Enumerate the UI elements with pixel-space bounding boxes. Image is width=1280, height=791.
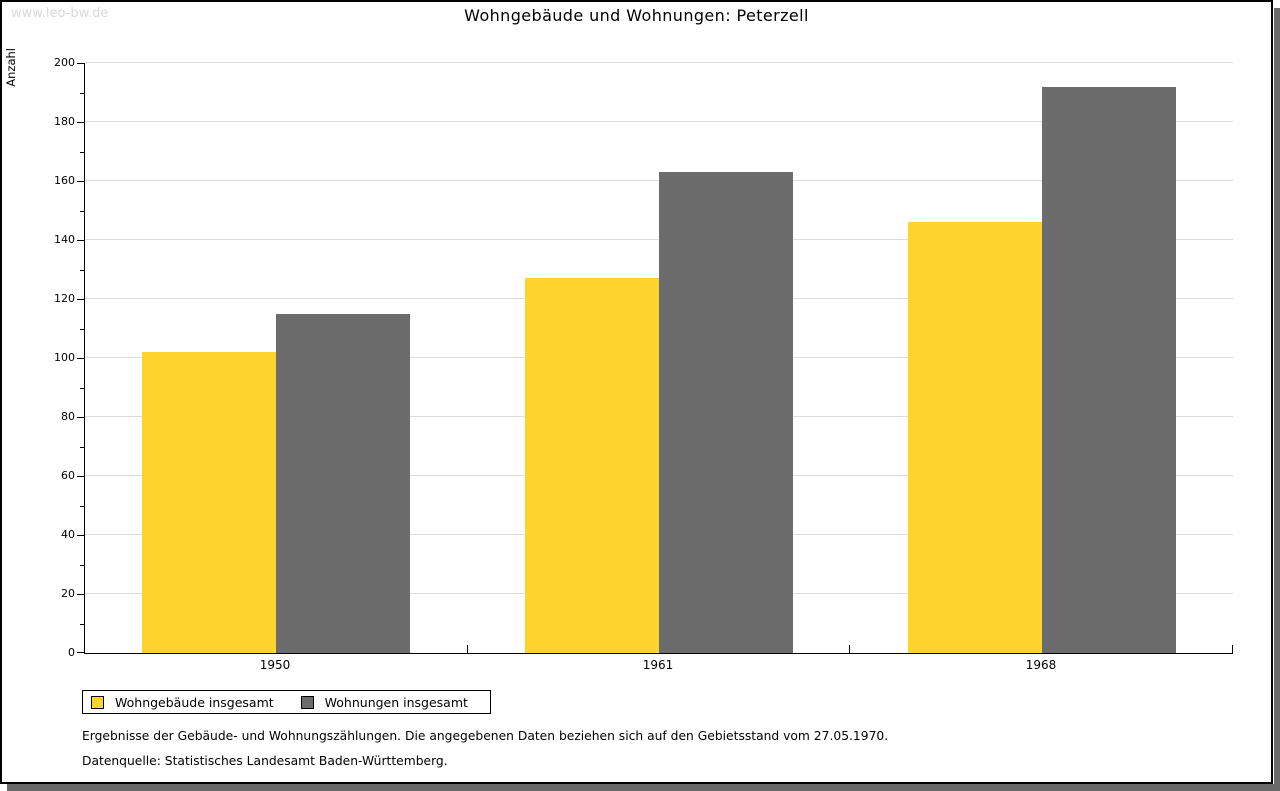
x-axis-label-1961: 1961: [642, 658, 674, 672]
x-boundary-tick-2: [849, 645, 850, 653]
y-tick-0: [77, 652, 84, 653]
y-minor-tick-10: [80, 623, 84, 625]
y-tick-80: [77, 417, 84, 418]
legend-label-wohngeb-ude-insgesamt: Wohngebäude insgesamt: [115, 694, 274, 710]
y-tick-label-80: 80: [61, 410, 75, 423]
y-tick-label-100: 100: [54, 351, 75, 364]
x-boundary-tick-1: [467, 645, 468, 653]
y-tick-160: [77, 181, 84, 182]
watermark: www.leo-bw.de: [11, 6, 109, 21]
y-minor-tick-190: [80, 92, 84, 94]
y-minor-tick-130: [80, 269, 84, 271]
bar-wohnungen-insgesamt-1961: [659, 172, 793, 653]
x-axis-label-1950: 1950: [259, 658, 291, 672]
y-tick-label-160: 160: [54, 174, 75, 187]
y-tick-label-140: 140: [54, 233, 75, 246]
y-minor-tick-50: [80, 505, 84, 507]
y-tick-180: [77, 122, 84, 123]
y-tick-100: [77, 358, 84, 359]
y-tick-140: [77, 240, 84, 241]
drop-shadow-right: [1274, 8, 1280, 791]
y-tick-label-200: 200: [54, 56, 75, 69]
drop-shadow-bottom: [7, 784, 1280, 791]
y-minor-tick-70: [80, 446, 84, 448]
footnote-line2: Datenquelle: Statistisches Landesamt Bad…: [82, 754, 448, 768]
y-tick-label-120: 120: [54, 292, 75, 305]
bar-wohngeb-ude-insgesamt-1968: [908, 222, 1042, 653]
legend-swatch-wohnungen-insgesamt: [300, 695, 314, 709]
legend-item-wohngeb-ude-insgesamt: Wohngebäude insgesamt: [91, 695, 274, 710]
legend-label-wohnungen-insgesamt: Wohnungen insgesamt: [324, 694, 468, 710]
bar-wohnungen-insgesamt-1950: [276, 314, 410, 653]
y-tick-20: [77, 594, 84, 595]
y-axis-label: Anzahl: [4, 48, 18, 87]
y-minor-tick-170: [80, 151, 84, 153]
footnote-line1: Ergebnisse der Gebäude- und Wohnungszähl…: [82, 729, 889, 743]
bar-wohngeb-ude-insgesamt-1950: [142, 352, 276, 653]
chart-title: Wohngebäude und Wohnungen: Peterzell: [464, 6, 809, 25]
y-tick-label-60: 60: [61, 469, 75, 482]
y-tick-40: [77, 535, 84, 536]
y-minor-tick-110: [80, 328, 84, 330]
legend-swatch-wohngeb-ude-insgesamt: [91, 695, 104, 709]
y-minor-tick-30: [80, 564, 84, 566]
legend-item-wohnungen-insgesamt: Wohnungen insgesamt: [300, 694, 468, 710]
y-tick-120: [77, 299, 84, 300]
x-axis-label-1968: 1968: [1025, 658, 1057, 672]
legend: Wohngebäude insgesamt Wohnungen insgesamt: [82, 690, 491, 714]
y-tick-60: [77, 476, 84, 477]
bar-wohnungen-insgesamt-1968: [1042, 87, 1176, 653]
y-tick-200: [77, 63, 84, 64]
y-tick-label-20: 20: [61, 587, 75, 600]
x-boundary-tick-3: [1232, 645, 1233, 653]
y-tick-label-180: 180: [54, 115, 75, 128]
gridline-180: [85, 121, 1233, 122]
plot-area: 0 20 40 60 80 100 120 140 160 180 200: [54, 56, 1233, 659]
y-tick-label-0: 0: [68, 646, 75, 659]
gridline-200: [85, 62, 1233, 63]
y-minor-tick-90: [80, 387, 84, 389]
y-minor-tick-150: [80, 210, 84, 212]
bar-wohngeb-ude-insgesamt-1961: [525, 278, 659, 653]
y-tick-label-40: 40: [61, 528, 75, 541]
